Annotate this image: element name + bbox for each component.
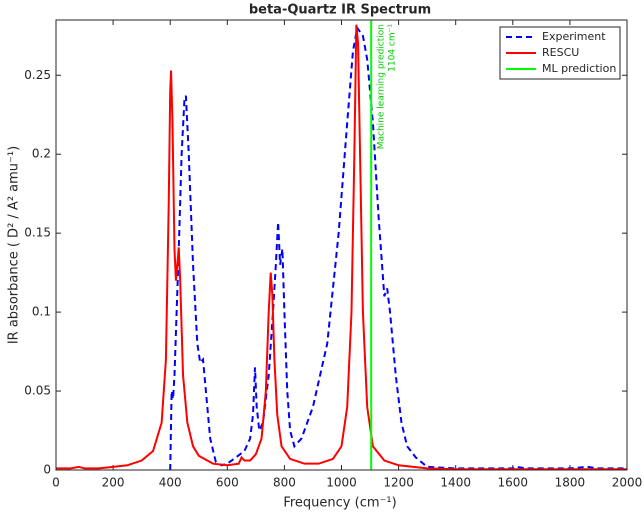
x-tick-label: 1000 [326, 476, 357, 490]
x-tick-label: 2000 [612, 476, 643, 490]
y-tick-label: 0 [43, 463, 51, 477]
x-tick-label: 400 [159, 476, 182, 490]
y-tick-label: 0.15 [24, 226, 51, 240]
x-tick-label: 1600 [498, 476, 529, 490]
y-tick-label: 0.25 [24, 68, 51, 82]
legend-label: RESCU [542, 46, 579, 59]
x-axis-label: Frequency (cm⁻¹) [283, 496, 396, 511]
annotation: Machine learning prediction [377, 24, 387, 149]
x-tick-label: 1200 [383, 476, 414, 490]
x-tick-label: 800 [273, 476, 296, 490]
x-tick-label: 600 [216, 476, 239, 490]
x-tick-label: 0 [52, 476, 60, 490]
legend-label: Experiment [542, 30, 606, 43]
y-tick-label: 0.05 [24, 384, 51, 398]
legend-label: ML prediction [542, 62, 616, 75]
x-tick-label: 1400 [440, 476, 471, 490]
y-axis-label: IR absorbance ( D² / A² amu⁻¹) [7, 146, 22, 344]
x-tick-label: 1800 [555, 476, 586, 490]
chart-title: beta-Quartz IR Spectrum [249, 3, 431, 18]
axes-box [55, 19, 628, 471]
y-tick-label: 0.1 [32, 305, 51, 319]
y-tick-label: 0.2 [32, 147, 51, 161]
plot-area [56, 20, 627, 470]
series-line [56, 24, 627, 470]
annotation: 1104 cm⁻¹ [388, 24, 398, 72]
x-tick-label: 200 [102, 476, 125, 490]
